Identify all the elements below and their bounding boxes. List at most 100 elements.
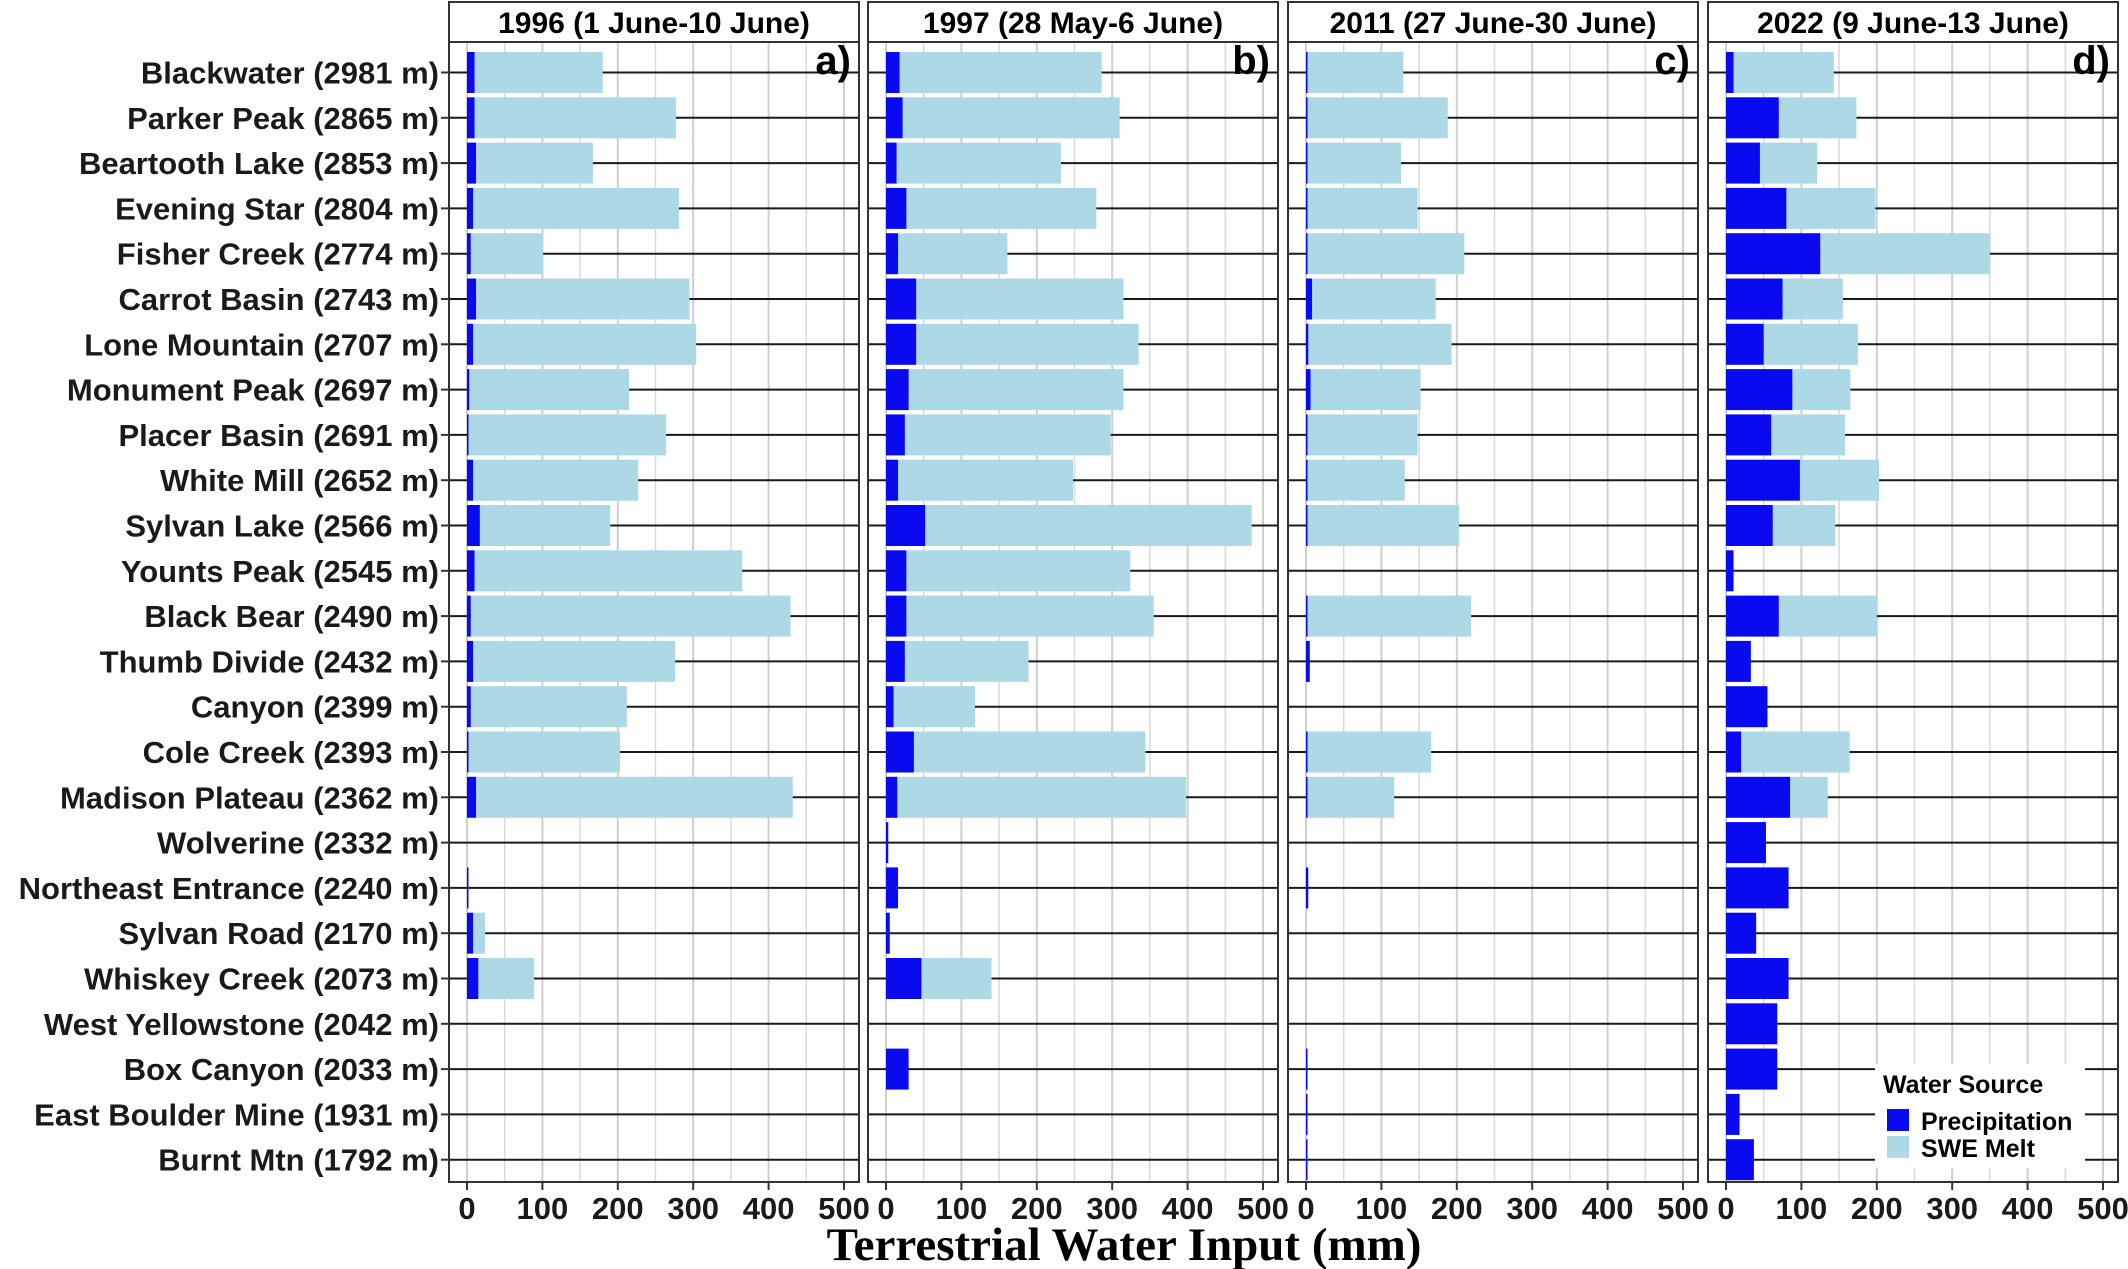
bar-precipitation bbox=[1726, 323, 1764, 365]
bar-precipitation bbox=[1726, 459, 1800, 501]
x-tick-label: 500 bbox=[2077, 1191, 2128, 1226]
bar-precipitation bbox=[886, 187, 907, 229]
bar-precipitation bbox=[467, 233, 471, 275]
category-label: White Mill (2652 m) bbox=[160, 463, 439, 498]
bar-precipitation bbox=[886, 867, 899, 909]
bar-swe-melt bbox=[476, 776, 793, 818]
bar-precipitation bbox=[467, 142, 477, 184]
x-tick-label: 0 bbox=[1297, 1191, 1314, 1226]
category-label: Sylvan Road (2170 m) bbox=[119, 916, 439, 951]
bar-precipitation bbox=[1306, 459, 1308, 501]
bar-swe-melt bbox=[1306, 595, 1472, 637]
bar-precipitation bbox=[467, 323, 474, 365]
bar-swe-melt bbox=[1778, 97, 1857, 139]
x-tick-label: 200 bbox=[1431, 1191, 1483, 1226]
bar-precipitation bbox=[1726, 1093, 1740, 1135]
bar-precipitation bbox=[886, 822, 889, 864]
bar-swe-melt bbox=[1307, 187, 1418, 229]
bar-precipitation bbox=[467, 52, 475, 93]
category-label: Beartooth Lake (2853 m) bbox=[79, 146, 439, 181]
bar-swe-melt bbox=[478, 958, 535, 999]
category-label: Evening Star (2804 m) bbox=[115, 191, 439, 226]
category-label: Whiskey Creek (2073 m) bbox=[84, 962, 439, 997]
x-tick-label: 300 bbox=[1086, 1191, 1138, 1226]
bar-precipitation bbox=[1306, 233, 1308, 275]
bar-precipitation bbox=[1306, 142, 1308, 184]
x-tick-label: 300 bbox=[667, 1191, 719, 1226]
bar-precipitation bbox=[1726, 958, 1789, 999]
bar-swe-melt bbox=[1799, 459, 1880, 501]
panel-border bbox=[1707, 41, 2119, 1183]
panel-c: 2011 (27 June-30 June)c) 0 100 200 300 400 500 bbox=[1287, 1, 1709, 1226]
bar-precipitation bbox=[1726, 142, 1760, 184]
bar-swe-melt bbox=[916, 278, 1124, 320]
x-tick-label: 500 bbox=[818, 1191, 870, 1226]
bar-precipitation bbox=[467, 867, 469, 909]
bar-precipitation bbox=[886, 142, 897, 184]
bar-swe-melt bbox=[925, 505, 1252, 546]
category-label: Cole Creek (2393 m) bbox=[143, 735, 439, 770]
bar-swe-melt bbox=[473, 187, 679, 229]
panel-letter: b) bbox=[1232, 39, 1270, 83]
panel-title: 2011 (27 June-30 June) bbox=[1330, 7, 1657, 40]
bar-precipitation bbox=[1726, 550, 1734, 592]
bar-precipitation bbox=[1306, 369, 1311, 411]
bar-precipitation bbox=[1306, 414, 1308, 456]
category-label: Parker Peak (2865 m) bbox=[127, 101, 439, 136]
bar-precipitation bbox=[467, 958, 479, 999]
bar-swe-melt bbox=[1310, 369, 1421, 411]
panel-letter: a) bbox=[815, 39, 851, 83]
bar-precipitation bbox=[1306, 776, 1308, 818]
bar-precipitation bbox=[1726, 233, 1821, 275]
x-tick-label: 400 bbox=[1162, 1191, 1214, 1226]
bar-precipitation bbox=[1726, 867, 1789, 909]
bar-precipitation bbox=[1306, 505, 1308, 546]
bar-precipitation bbox=[886, 505, 926, 546]
bar-swe-melt bbox=[479, 505, 611, 546]
bar-swe-melt bbox=[902, 97, 1120, 139]
x-tick-label: 100 bbox=[517, 1191, 569, 1226]
panel-strip bbox=[1707, 1, 2119, 43]
bar-swe-melt bbox=[898, 233, 1008, 275]
bar-swe-melt bbox=[1306, 505, 1460, 546]
bar-precipitation bbox=[886, 52, 900, 93]
bar-precipitation bbox=[1306, 52, 1308, 93]
bar-swe-melt bbox=[1307, 233, 1465, 275]
bar-precipitation bbox=[1726, 52, 1734, 93]
bar-precipitation bbox=[467, 595, 471, 637]
bar-precipitation bbox=[1726, 595, 1779, 637]
bar-precipitation bbox=[1726, 686, 1768, 728]
bar-swe-melt bbox=[1307, 97, 1448, 139]
bar-precipitation bbox=[467, 731, 469, 773]
bar-swe-melt bbox=[1820, 233, 1990, 275]
x-tick-label: 500 bbox=[1237, 1191, 1289, 1226]
category-label: Northeast Entrance (2240 m) bbox=[19, 871, 439, 906]
bar-precipitation bbox=[1306, 731, 1308, 773]
category-label: Younts Peak (2545 m) bbox=[121, 554, 439, 589]
bar-precipitation bbox=[1306, 595, 1308, 637]
x-tick-label: 300 bbox=[1506, 1191, 1558, 1226]
bar-swe-melt bbox=[470, 595, 791, 637]
bar-swe-melt bbox=[470, 233, 544, 275]
bar-swe-melt bbox=[1782, 278, 1843, 320]
panel-title: 1997 (28 May-6 June) bbox=[923, 7, 1223, 40]
x-tick-label: 0 bbox=[1717, 1191, 1734, 1226]
bar-swe-melt bbox=[1778, 595, 1877, 637]
bar-precipitation bbox=[467, 505, 480, 546]
bar-swe-melt bbox=[906, 595, 1154, 637]
bar-swe-melt bbox=[1772, 505, 1836, 546]
bar-precipitation bbox=[467, 686, 471, 728]
x-tick-label: 300 bbox=[1926, 1191, 1978, 1226]
category-label: Sylvan Lake (2566 m) bbox=[125, 509, 439, 544]
bar-precipitation bbox=[1726, 1048, 1778, 1090]
bar-swe-melt bbox=[897, 776, 1187, 818]
bar-precipitation bbox=[467, 459, 474, 501]
bar-precipitation bbox=[1726, 776, 1791, 818]
bar-precipitation bbox=[1726, 822, 1766, 864]
bar-precipitation bbox=[1726, 187, 1787, 229]
x-tick-label: 400 bbox=[2002, 1191, 2054, 1226]
panel-d: 2022 (9 June-13 June)d) 0 100 200 300 400 500 bbox=[1707, 1, 2128, 1226]
bar-precipitation bbox=[1726, 912, 1757, 954]
bar-precipitation bbox=[886, 776, 898, 818]
panel-border bbox=[867, 41, 1279, 1183]
